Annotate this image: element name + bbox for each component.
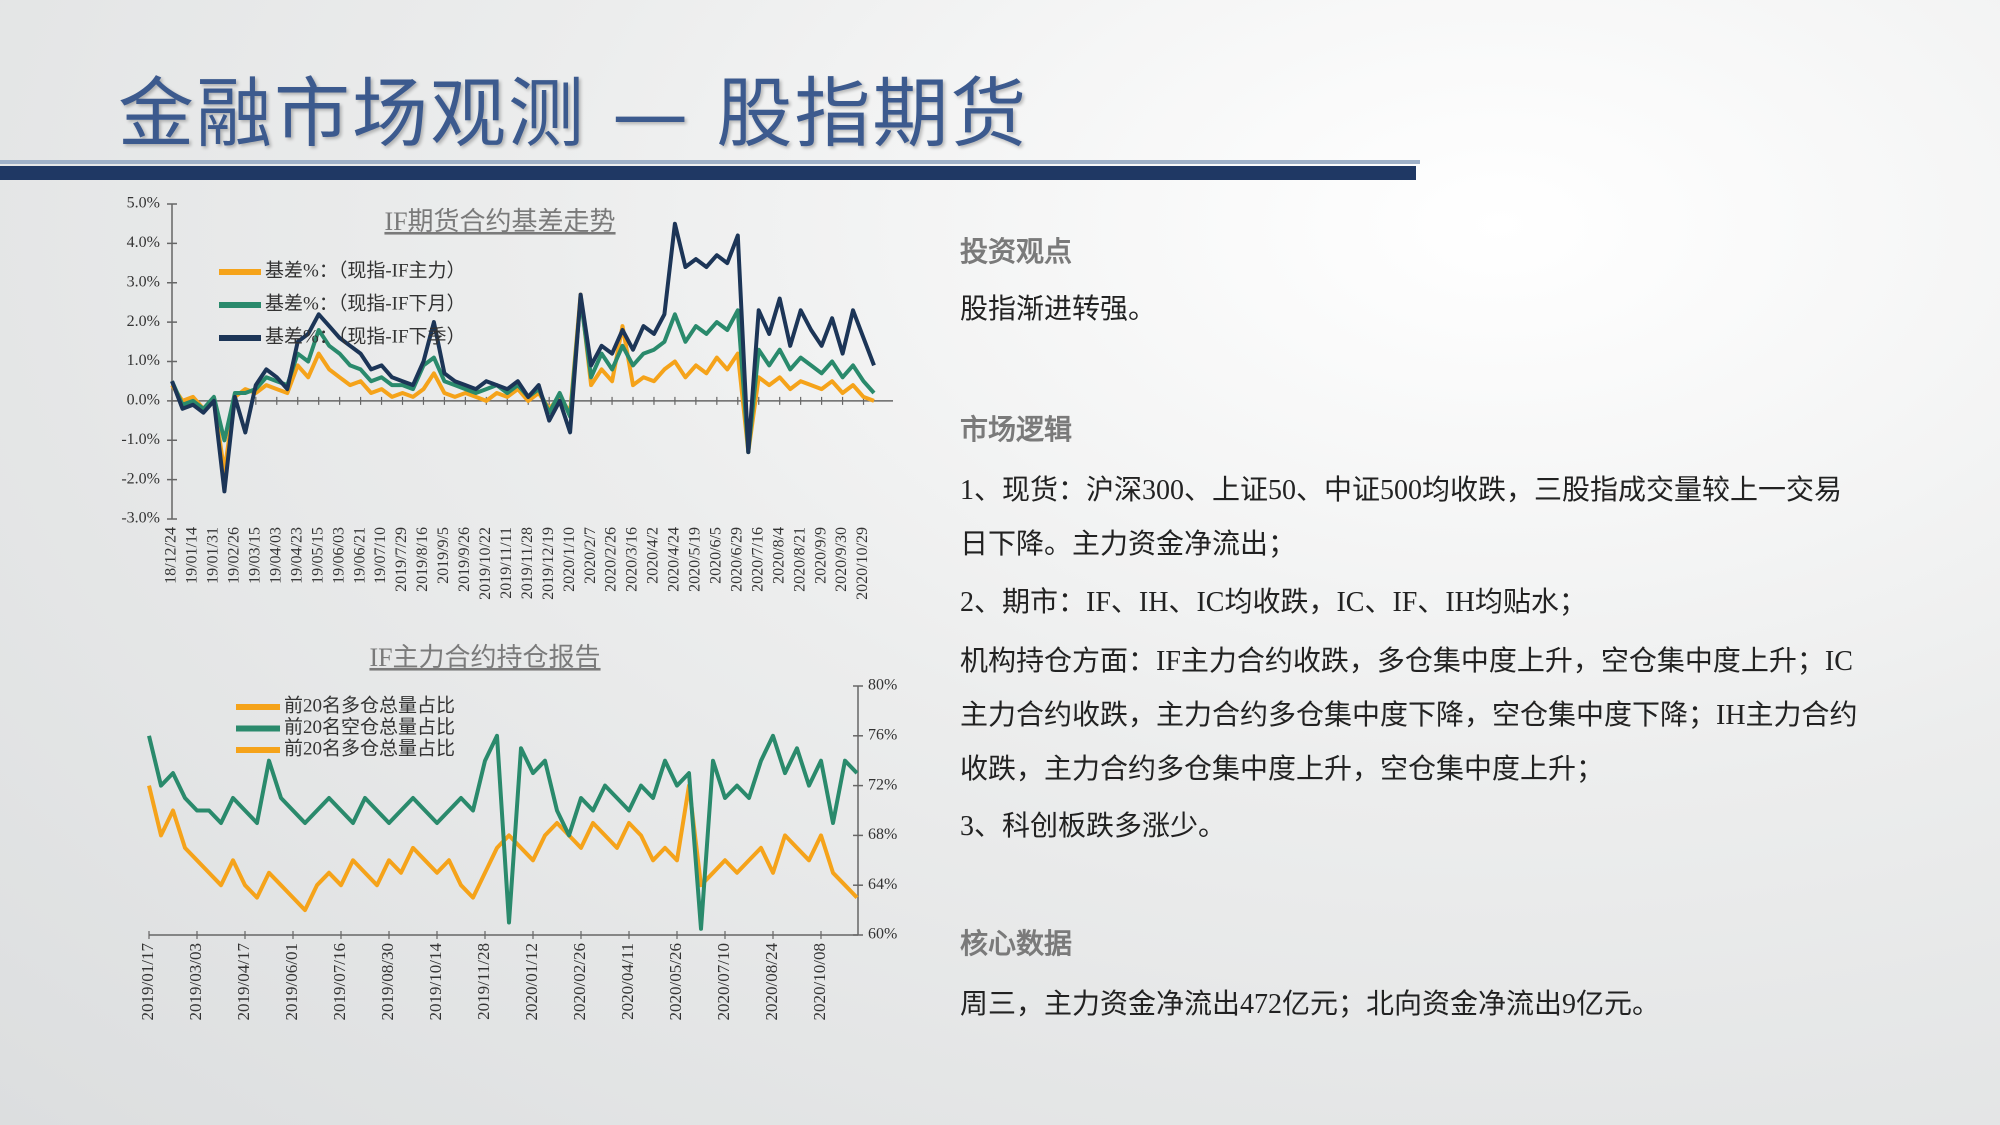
header-bar [0,166,1416,180]
header-rule [0,160,1420,164]
y-tick-label: 2.0% [127,313,160,330]
y-tick-label: 1.0% [127,352,160,369]
slide-title: 金融市场观测 — 股指期货 [118,69,1029,158]
x-tick-label: 19/04/03 [267,527,284,584]
x-tick-label: 2019/9/5 [435,527,452,584]
x-tick-label: 2019/8/16 [414,527,431,592]
paragraph: 1、现货：沪深300、上证50、中证500均收跌，三股指成交量较上一交易日下降。… [960,475,1843,560]
x-tick-label: 19/02/26 [226,527,243,584]
y-tick-label: 60% [868,926,897,943]
x-tick-label: 2020/4/24 [666,527,683,592]
x-tick-label: 2019/10/14 [426,943,445,1021]
x-tick-label: 2020/6/29 [728,527,745,592]
y-tick-label: -1.0% [121,431,160,448]
x-tick-label: 2020/05/26 [666,943,685,1020]
legend-label: 基差%：（现指-IF下季） [265,325,466,347]
paragraph: 股指渐进转强。 [960,294,1157,325]
x-tick-label: 2020/1/10 [561,527,578,592]
x-tick-label: 19/04/23 [288,527,305,584]
section-heading: 核心数据 [960,929,1073,960]
x-tick-label: 2019/11/28 [474,943,493,1020]
x-tick-label: 2019/10/22 [477,527,494,600]
section-heading: 市场逻辑 [960,415,1073,446]
legend-label: 前20名多仓总量占比 [284,737,455,759]
x-tick-label: 2020/04/11 [618,943,637,1020]
y-tick-label: -3.0% [121,510,160,527]
y-tick-label: 4.0% [127,234,160,251]
y-tick-label: 5.0% [127,195,160,212]
x-tick-label: 2019/03/03 [186,943,205,1020]
x-tick-label: 2020/8/4 [770,527,787,584]
y-tick-label: 0.0% [127,392,160,409]
legend-label: 基差%：（现指-IF主力） [265,259,466,281]
x-tick-label: 2019/9/26 [456,527,473,592]
paragraph: 周三，主力资金净流出472亿元；北向资金净流出9亿元。 [960,989,1661,1020]
y-tick-label: -2.0% [121,470,160,487]
x-tick-label: 2020/5/19 [687,527,704,592]
chart-title: IF期货合约基差走势 [384,207,615,236]
series-line [170,221,876,494]
series-line [147,733,859,931]
paragraph: 3、科创板跌多涨少。 [960,811,1227,842]
x-tick-label: 2019/06/01 [282,943,301,1020]
legend-label: 前20名空仓总量占比 [284,716,455,738]
x-tick-label: 19/06/03 [330,527,347,584]
x-tick-label: 2020/3/16 [624,527,641,592]
x-tick-label: 2019/12/19 [540,527,557,600]
x-tick-label: 2020/2/26 [603,527,620,592]
x-tick-label: 2020/02/26 [570,943,589,1020]
x-tick-label: 19/01/14 [184,527,201,584]
x-tick-label: 2020/01/12 [522,943,541,1020]
y-tick-label: 76% [868,726,897,743]
x-tick-label: 2020/9/9 [812,527,829,584]
x-tick-label: 2020/9/30 [833,527,850,592]
x-tick-label: 19/07/10 [372,527,389,584]
x-tick-label: 2020/7/16 [749,527,766,592]
x-tick-label: 2020/07/10 [714,943,733,1020]
x-tick-label: 18/12/24 [163,527,180,584]
chart-title: IF主力合约持仓报告 [369,643,600,672]
x-tick-label: 19/03/15 [246,527,263,584]
x-tick-label: 2020/4/2 [645,527,662,584]
x-tick-label: 19/05/15 [309,527,326,584]
x-tick-label: 2020/8/21 [791,527,808,592]
x-tick-label: 2019/07/16 [330,943,349,1020]
paragraph: 2、期市：IF、IH、IC均收跌，IC、IF、IH均贴水； [960,587,1587,618]
x-tick-label: 2019/7/29 [393,527,410,592]
x-tick-label: 2019/04/17 [234,943,253,1021]
x-tick-label: 2020/10/08 [810,943,829,1020]
x-tick-label: 2020/10/29 [854,527,871,600]
paragraph: 机构持仓方面：IF主力合约收跌，多仓集中度上升，空仓集中度上升；IC主力合约收跌… [960,646,1858,785]
y-tick-label: 72% [868,776,897,793]
x-tick-label: 19/06/21 [351,527,368,584]
x-tick-label: 2020/6/5 [708,527,725,584]
x-tick-label: 2019/11/11 [498,527,515,599]
section-heading: 投资观点 [960,237,1073,268]
x-tick-label: 2019/11/28 [519,527,536,599]
x-tick-label: 2020/2/7 [582,527,599,584]
y-tick-label: 80% [868,677,897,694]
x-tick-label: 19/01/31 [205,527,222,584]
x-tick-label: 2020/08/24 [762,943,781,1021]
x-tick-label: 2019/01/17 [138,943,157,1021]
legend-label: 前20名多仓总量占比 [284,694,455,716]
legend-label: 基差%：（现指-IF下月） [265,292,466,314]
y-tick-label: 64% [868,876,897,893]
x-tick-label: 2019/08/30 [378,943,397,1020]
y-tick-label: 3.0% [127,273,160,290]
y-tick-label: 68% [868,826,897,843]
